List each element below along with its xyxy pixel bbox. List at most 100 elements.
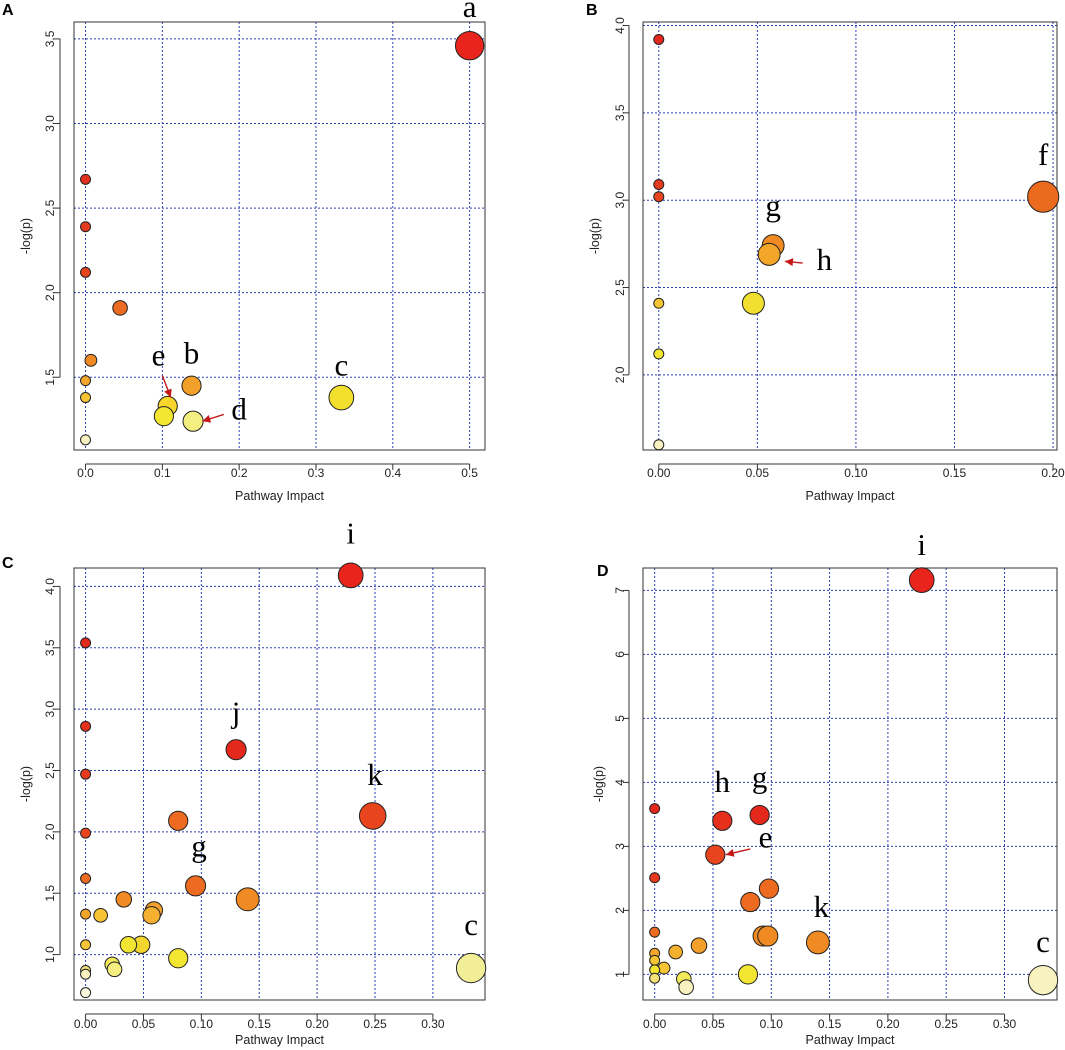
- data-point: [757, 925, 779, 947]
- data-point: [678, 979, 694, 996]
- y-tick-label: 2.5: [43, 762, 57, 779]
- data-point: [712, 810, 733, 831]
- x-tick-label: 0.0: [77, 466, 94, 480]
- annotation-arrowhead: [202, 415, 212, 423]
- y-tick-label: 6: [613, 651, 627, 658]
- data-point: [80, 939, 92, 951]
- x-tick-label: 0.10: [190, 1017, 214, 1031]
- data-point: [649, 926, 661, 938]
- x-tick-label: 0.30: [421, 1017, 445, 1031]
- data-point: [80, 873, 92, 884]
- data-point: [225, 739, 247, 761]
- data-point: [1027, 965, 1059, 996]
- annotation-label: b: [184, 336, 200, 371]
- data-point: [649, 803, 661, 815]
- data-point: [668, 944, 683, 960]
- data-point: [455, 952, 487, 984]
- x-tick-label: 0.15: [818, 1017, 842, 1031]
- data-point: [84, 353, 98, 367]
- x-tick-label: 0.00: [74, 1017, 98, 1031]
- y-tick-label: 3.5: [43, 30, 57, 47]
- annotation-label: h: [715, 764, 731, 799]
- x-tick-label: 0.05: [701, 1017, 725, 1031]
- x-tick-label: 0.25: [363, 1017, 387, 1031]
- y-tick-label: 1: [613, 971, 627, 978]
- x-tick-label: 0.00: [647, 466, 671, 480]
- annotation-label: c: [334, 348, 348, 383]
- data-point: [181, 375, 202, 396]
- panel-b: B 0.00 0.05 0.10 0.15 0.20 2.0 2.5 3.0 3.5 4.0 Path…: [586, 2, 1065, 503]
- annotation-label: d: [231, 392, 247, 427]
- annotation-arrowhead: [784, 258, 794, 267]
- x-tick-label: 0.15: [248, 1017, 272, 1031]
- x-tick-label: 0.5: [461, 466, 478, 480]
- y-tick-label: 4: [613, 779, 627, 786]
- data-point: [235, 887, 260, 912]
- data-point: [80, 266, 92, 278]
- annotation-label: c: [1036, 924, 1050, 959]
- y-tick-label: 4.0: [43, 578, 57, 595]
- annotation-label: g: [765, 188, 781, 223]
- data-point: [153, 406, 174, 427]
- y-tick-label: 5: [613, 715, 627, 722]
- annotation-label: f: [1038, 137, 1049, 172]
- x-tick-label: 0.20: [1041, 466, 1065, 480]
- data-point: [80, 827, 92, 839]
- x-axis-label: Pathway Impact: [806, 489, 895, 503]
- data-point: [93, 907, 108, 923]
- annotation-label: i: [917, 527, 926, 562]
- data-point: [657, 961, 671, 975]
- x-tick-label: 0.1: [154, 466, 171, 480]
- data-point: [119, 936, 138, 954]
- data-point: [649, 872, 661, 884]
- panel-c: C 0.00 0.05 0.10 0.15 0.20 0.25 0.30 1.0 1.5 2.0 2.…: [2, 515, 487, 1047]
- data-point: [653, 348, 665, 360]
- data-point: [741, 291, 765, 315]
- y-axis-label: -log(p): [588, 218, 602, 254]
- annotation-label: k: [367, 757, 383, 792]
- x-tick-label: 0.15: [943, 466, 967, 480]
- annotation-label: a: [463, 0, 477, 24]
- data-point: [168, 810, 189, 831]
- data-point: [653, 33, 665, 45]
- y-tick-label: 7: [613, 587, 627, 594]
- x-tick-label: 0.2: [231, 466, 248, 480]
- data-point: [168, 948, 189, 969]
- plot-frame: [73, 567, 486, 1001]
- y-tick-label: 1.5: [43, 369, 57, 386]
- annotation-label: e: [759, 820, 773, 855]
- data-point: [705, 844, 726, 865]
- panel-letter: A: [2, 2, 14, 19]
- y-tick-label: 3.0: [43, 700, 57, 717]
- annotation-label: g: [752, 760, 768, 795]
- y-tick-label: 3.0: [43, 115, 57, 132]
- data-point: [80, 768, 92, 780]
- y-tick-label: 3.5: [613, 104, 627, 121]
- data-point: [454, 30, 485, 61]
- data-point: [908, 567, 935, 594]
- y-tick-label: 2.0: [43, 823, 57, 840]
- x-axis-label: Pathway Impact: [235, 489, 324, 503]
- x-tick-label: 0.00: [643, 1017, 667, 1031]
- annotation-label: k: [814, 889, 830, 924]
- x-tick-label: 0.20: [305, 1017, 329, 1031]
- annotation-label: i: [346, 515, 355, 550]
- data-point: [653, 439, 665, 451]
- y-tick-label: 3: [613, 843, 627, 850]
- x-tick-label: 0.3: [308, 466, 325, 480]
- y-tick-label: 2.5: [613, 279, 627, 296]
- data-point: [690, 937, 708, 954]
- data-point: [337, 562, 364, 589]
- y-axis-label: -log(p): [19, 218, 33, 254]
- y-tick-label: 2.0: [613, 366, 627, 383]
- annotation-label: j: [231, 695, 241, 730]
- data-point: [328, 384, 355, 411]
- x-tick-label: 0.10: [760, 1017, 784, 1031]
- annotation-arrowhead: [164, 388, 172, 398]
- data-point: [112, 300, 128, 316]
- x-tick-label: 0.30: [993, 1017, 1017, 1031]
- data-point: [1027, 180, 1060, 213]
- panel-a: A 0.0 0.1 0.2 0.3 0.4 0.5 1.5 2.0 2.5 3.0 3.5 Pathwa…: [2, 0, 486, 503]
- y-tick-label: 2.5: [43, 199, 57, 216]
